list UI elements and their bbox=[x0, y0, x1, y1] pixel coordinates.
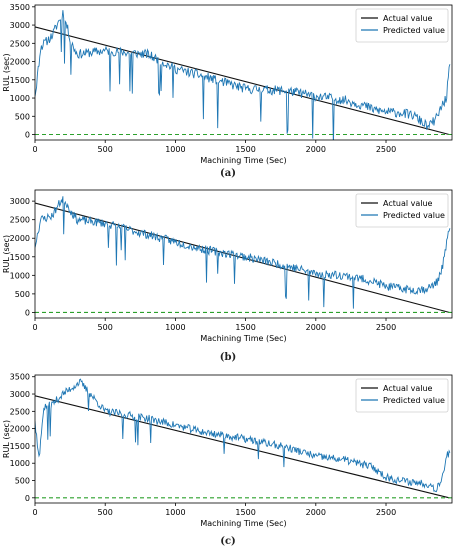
x-tick-label: 1000 bbox=[165, 323, 185, 332]
legend-label: Predicted value bbox=[383, 396, 445, 405]
y-tick-label: 1000 bbox=[10, 459, 30, 468]
legend-label: Predicted value bbox=[383, 211, 445, 220]
legend-box bbox=[355, 8, 449, 43]
x-tick-label: 1500 bbox=[235, 508, 255, 517]
chart-panel-a: 0 500 1000 1500 2000 2500 0 500 1000 1500 2000 2500… bbox=[2, 3, 453, 165]
x-tick-label: 2500 bbox=[376, 145, 396, 154]
y-tick-label: 3000 bbox=[10, 197, 30, 206]
y-tick-label: 3500 bbox=[10, 3, 30, 12]
x-axis-label: Machining Time (Sec) bbox=[200, 156, 286, 165]
actual-value-line bbox=[35, 395, 450, 499]
y-axis-label: RUL (sec) bbox=[2, 53, 11, 91]
predicted-value-line bbox=[35, 10, 451, 140]
y-tick-label: 2500 bbox=[10, 216, 30, 225]
plot-frame bbox=[34, 4, 453, 141]
x-tick-label: 500 bbox=[98, 145, 113, 154]
y-tick-label: 1500 bbox=[10, 253, 30, 262]
x-axis-label: Machining Time (Sec) bbox=[200, 519, 286, 528]
y-axis-label: RUL (sec) bbox=[2, 235, 11, 273]
x-tick-label: 500 bbox=[98, 323, 113, 332]
y-tick-label: 500 bbox=[15, 112, 30, 121]
y-tick-label: 2000 bbox=[10, 234, 30, 243]
x-tick-label: 2000 bbox=[306, 145, 326, 154]
legend-label: Actual value bbox=[383, 384, 433, 393]
plot-frame bbox=[34, 189, 453, 319]
x-tick-label: 2500 bbox=[376, 323, 396, 332]
predicted-value-line bbox=[35, 378, 451, 493]
legend-label: Actual value bbox=[383, 199, 433, 208]
actual-value-line bbox=[35, 26, 450, 136]
x-tick-label: 2000 bbox=[306, 323, 326, 332]
chart-panel-c: 0 500 1000 1500 2000 2500 0 500 1000 1500 2000 2500… bbox=[2, 373, 453, 528]
x-tick-label: 0 bbox=[32, 508, 37, 517]
y-tick-label: 0 bbox=[25, 308, 30, 317]
y-tick-label: 2500 bbox=[10, 407, 30, 416]
actual-value-line bbox=[35, 202, 450, 313]
y-tick-label: 2000 bbox=[10, 425, 30, 434]
y-tick-label: 500 bbox=[15, 477, 30, 486]
x-axis-label: Machining Time (Sec) bbox=[200, 334, 286, 343]
y-axis-label: RUL (sec) bbox=[2, 420, 11, 458]
y-tick-label: 3000 bbox=[10, 21, 30, 30]
y-tick-label: 2000 bbox=[10, 58, 30, 67]
legend-label: Predicted value bbox=[383, 26, 445, 35]
legend-box bbox=[355, 193, 449, 228]
x-tick-label: 2000 bbox=[306, 508, 326, 517]
x-tick-label: 500 bbox=[98, 508, 113, 517]
x-tick-label: 0 bbox=[32, 145, 37, 154]
legend-label: Actual value bbox=[383, 14, 433, 23]
plot-frame bbox=[34, 374, 453, 504]
legend-box bbox=[355, 378, 449, 413]
y-tick-label: 1500 bbox=[10, 76, 30, 85]
x-tick-label: 1000 bbox=[165, 508, 185, 517]
y-tick-label: 1500 bbox=[10, 442, 30, 451]
y-tick-label: 0 bbox=[25, 494, 30, 503]
caption-b: (b) bbox=[219, 352, 237, 363]
x-tick-label: 2500 bbox=[376, 508, 396, 517]
y-tick-label: 1000 bbox=[10, 271, 30, 280]
x-tick-label: 1500 bbox=[235, 145, 255, 154]
y-tick-label: 0 bbox=[25, 131, 30, 140]
predicted-value-line bbox=[35, 196, 451, 309]
y-tick-label: 2500 bbox=[10, 39, 30, 48]
y-tick-label: 500 bbox=[15, 290, 30, 299]
y-tick-label: 1000 bbox=[10, 94, 30, 103]
caption-c: (c) bbox=[220, 536, 236, 547]
y-tick-label: 3000 bbox=[10, 390, 30, 399]
x-tick-label: 1500 bbox=[235, 323, 255, 332]
x-tick-label: 0 bbox=[32, 323, 37, 332]
caption-a: (a) bbox=[220, 168, 236, 179]
chart-panel-b: 0 500 1000 1500 2000 2500 0 500 1000 1500 2000 2500… bbox=[2, 189, 453, 343]
x-tick-label: 1000 bbox=[165, 145, 185, 154]
y-tick-label: 3500 bbox=[10, 373, 30, 382]
